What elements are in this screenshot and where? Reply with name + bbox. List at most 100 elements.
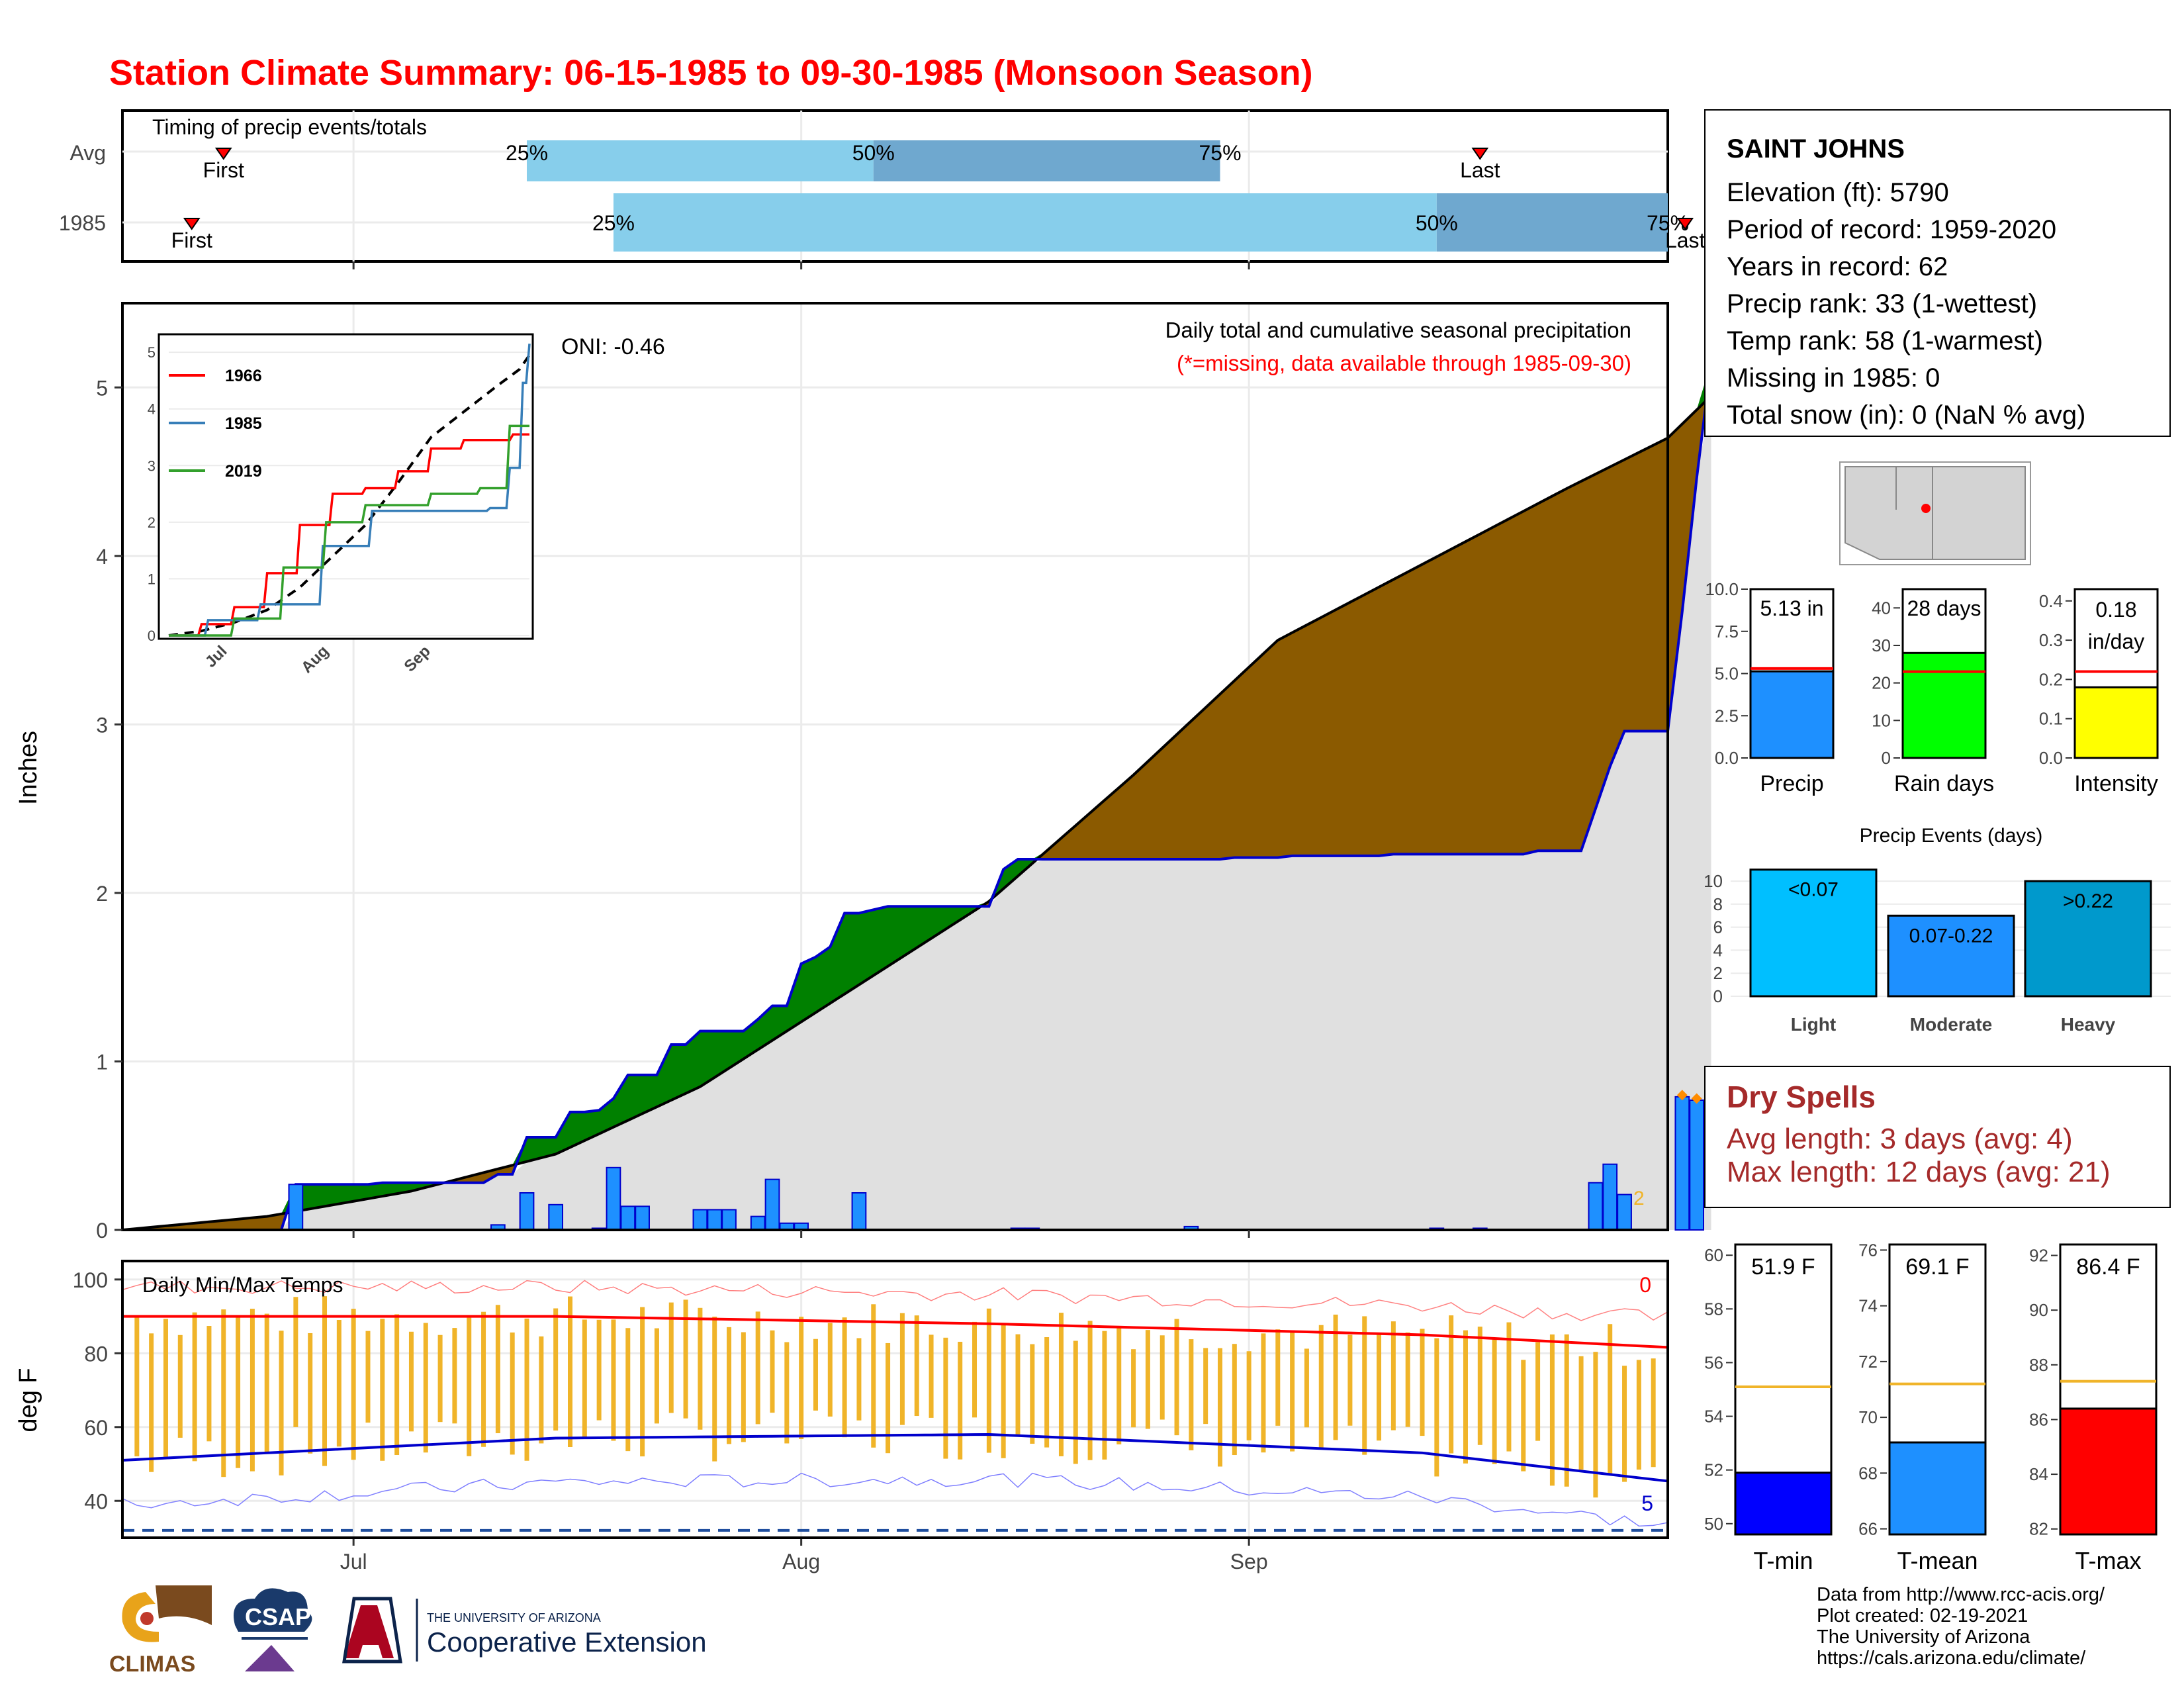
credits: Data from http://www.rcc-acis.org/ Plot … [1817,1584,2105,1669]
daily-precip-bar [851,1192,867,1231]
timing-avg-50-label: 50% [852,141,895,165]
inset-y-tick-label: 0 [148,628,156,644]
events-bar-label: >0.22 [2063,890,2113,912]
mini-precip-tick-label: 5.0 [1715,664,1739,684]
daily-temp-bar [943,1337,948,1459]
ua-logo: THE UNIVERSITY OF ARIZONA Cooperative Ex… [342,1597,707,1664]
daily-precip-bar [1617,1194,1632,1231]
daily-temp-bar [755,1311,760,1425]
events-tick-label: 4 [1713,940,1723,960]
events-tick-label: 2 [1713,963,1723,983]
mini-precip-tick-label: 2.5 [1715,706,1739,726]
daily-temp-bar [986,1308,991,1453]
daily-temp-bar [206,1326,212,1442]
daily-temp-bar [582,1319,587,1438]
daily-precip-bar [1588,1182,1604,1231]
timing-1985-last-marker [1676,218,1694,230]
daily-temp-bar [1434,1338,1439,1477]
mini-temp-bar [1734,1472,1833,1536]
daily-temp-bar [1058,1313,1064,1456]
daily-precip-bar [750,1215,766,1231]
timing-1985-first-label: First [171,228,212,252]
daily-precip-bar [1674,1096,1690,1231]
mini-precip-tick-label: 0.2 [2039,669,2063,689]
station-temp-rank: Temp rank: 58 (1-warmest) [1727,326,2043,355]
daily-temp-bar [177,1335,183,1438]
daily-temp-bar [308,1333,313,1454]
daily-temp-bar [264,1313,269,1454]
events-tick-label: 10 [1704,871,1723,891]
events-category-label: Moderate [1910,1014,1992,1035]
record-marker [1691,1093,1702,1104]
temps-ylabel: deg F [15,1368,42,1432]
record-marker [1676,1090,1688,1101]
inset-y-tick-label: 5 [148,344,156,361]
daily-temp-bar [336,1320,341,1447]
daily-temp-bar [408,1331,414,1432]
station-missing: Missing in 1985: 0 [1727,363,1940,393]
timing-1985-50-75 [1436,193,1668,252]
inset-avg-line [168,354,531,637]
mini-temp-tick-label: 72 [1858,1352,1878,1372]
daily-temp-bar [842,1317,847,1438]
events-bar [1749,868,1878,998]
timing-row-avg: Avg [69,141,106,165]
timing-1985-50-label: 50% [1416,211,1458,235]
daily-temp-bar [163,1319,168,1458]
mini-temp-tick-label: 88 [2029,1355,2048,1375]
y-tick-label: 1 [96,1050,108,1074]
events-tick-label: 8 [1713,894,1723,914]
main-subtitle: Daily total and cumulative seasonal prec… [1165,318,1631,342]
daily-temp-bar [1463,1330,1468,1464]
timing-first-label: First [203,158,244,182]
daily-precip-bar [764,1178,780,1231]
daily-temp-bar [1506,1322,1512,1452]
daily-temp-bar [351,1309,356,1460]
location-map [1839,461,2031,565]
daily-temp-bar [727,1327,732,1444]
credit-date: Plot created: 02-19-2021 [1817,1605,2028,1626]
mini-temp-bar [1888,1441,1987,1536]
timing-1985-25-50 [613,193,1437,252]
mini-precip-tick-label: 0.0 [2039,748,2063,768]
daily-temp-bar [827,1323,833,1417]
daily-temp-bar [149,1333,154,1472]
mini-precip-tick-label: 40 [1872,598,1891,618]
ua-big-text: Cooperative Extension [427,1626,707,1658]
y-tick-label: 5 [96,376,108,400]
csap-text: CSAP [245,1603,311,1630]
daily-temp-bar [611,1319,616,1441]
mini-temp-tick-label: 68 [1858,1463,1878,1483]
daily-temp-bar [394,1314,400,1456]
avg-max-line [122,1315,1668,1349]
mini-precip-value: 5.13 in [1760,596,1823,620]
daily-precip-bar [1602,1163,1618,1231]
mini-precip-tick-label: 30 [1872,635,1891,655]
daily-temp-bar [1261,1333,1266,1453]
timing-1985-25-label: 25% [592,211,635,235]
daily-temp-bar [972,1321,978,1418]
daily-temp-bar [437,1335,443,1423]
daily-temp-bar [1116,1328,1122,1444]
events-bar-label: 0.07-0.22 [1909,925,1993,947]
mini-precip-label: Intensity [2074,771,2158,796]
daily-temp-bar [510,1332,515,1455]
inset-y-tick-label: 3 [148,457,156,474]
temp-y-tick-label: 80 [84,1342,108,1366]
daily-temp-bar [1189,1339,1194,1450]
events-category-label: Heavy [2061,1014,2116,1035]
daily-temp-bar [799,1317,804,1439]
logos: CLIMAS CSAP THE UNIVERSITY OF ARIZONA Co… [109,1585,707,1677]
mini-precip-tick-label: 0.0 [1715,748,1739,768]
daily-temp-bar [1608,1324,1613,1474]
mini-temp-tick-label: 82 [2029,1519,2048,1539]
mini-temp-tick-label: 90 [2029,1300,2048,1320]
daily-temp-bar [1390,1321,1396,1430]
mini-temp-value: 51.9 F [1751,1254,1815,1280]
dry-title: Dry Spells [1727,1080,1876,1114]
dry-avg: Avg length: 3 days (avg: 4) [1727,1123,2073,1155]
daily-temp-bar [1347,1335,1353,1426]
inset-y-tick-label: 2 [148,514,156,531]
daily-temp-bar [1333,1314,1338,1440]
